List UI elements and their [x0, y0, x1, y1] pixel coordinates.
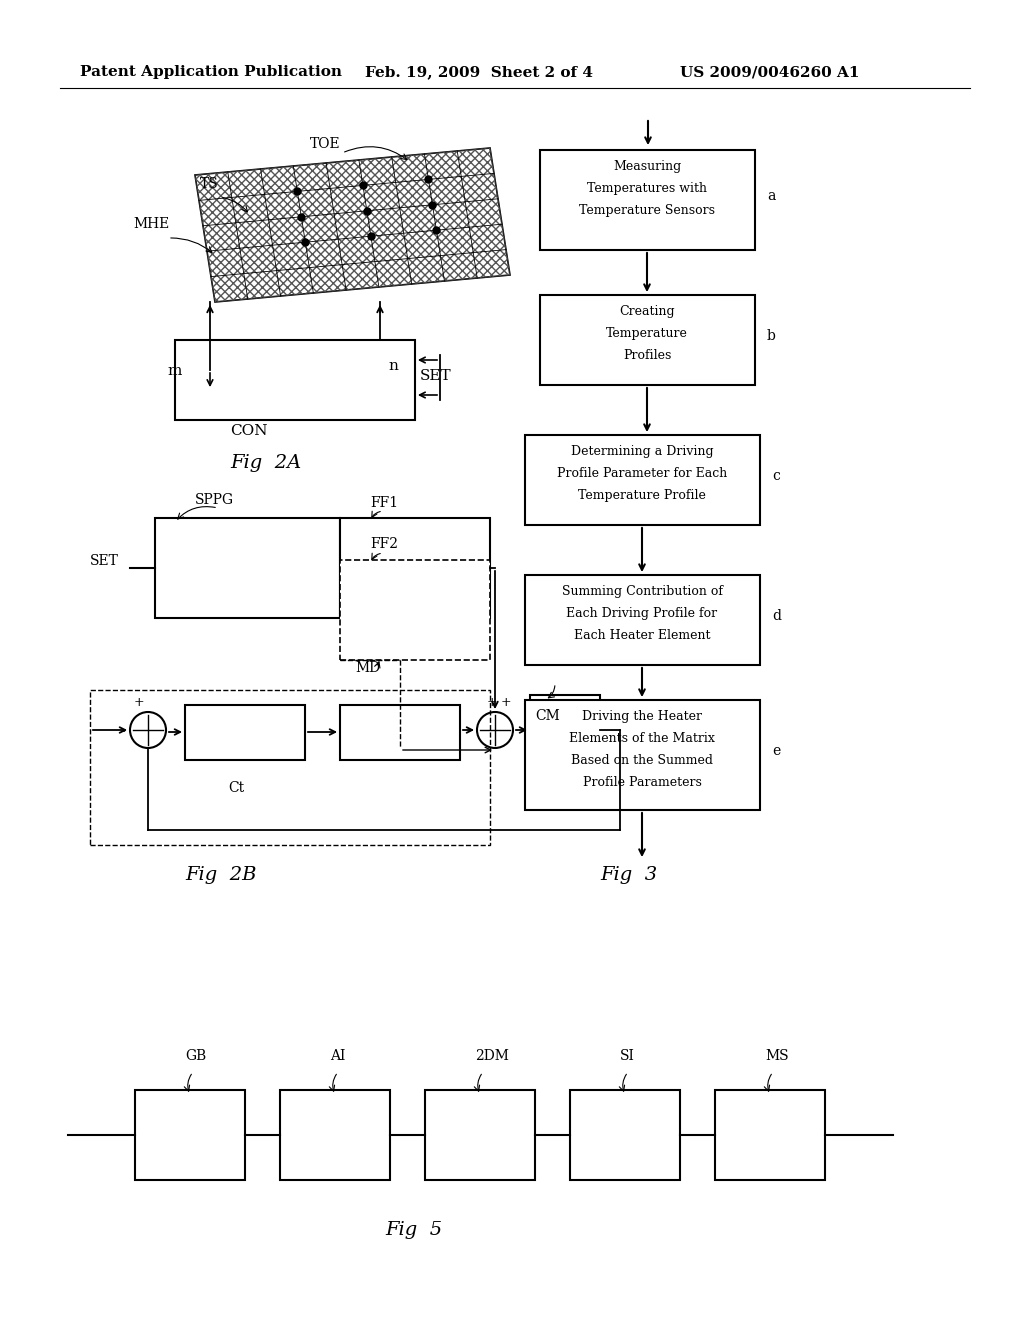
Text: n: n	[388, 359, 398, 374]
Text: a: a	[767, 189, 775, 203]
Text: +: +	[501, 696, 512, 709]
Text: Profiles: Profiles	[623, 348, 671, 362]
Bar	[540, 294, 755, 385]
Bar	[185, 705, 305, 760]
Bar	[530, 696, 600, 768]
Text: Elements of the Matrix: Elements of the Matrix	[569, 733, 715, 744]
Polygon shape	[195, 148, 510, 302]
Text: SET: SET	[420, 370, 452, 383]
Text: SI: SI	[620, 1049, 635, 1063]
Text: Fig  2A: Fig 2A	[230, 454, 301, 473]
Text: -: -	[120, 725, 125, 739]
Text: FF1: FF1	[370, 496, 398, 510]
Text: +: +	[134, 696, 144, 709]
Text: CON: CON	[230, 424, 267, 438]
Bar	[90, 690, 490, 845]
Text: +: +	[487, 696, 498, 709]
Text: MD: MD	[355, 661, 380, 675]
Text: Temperature Sensors: Temperature Sensors	[579, 205, 715, 216]
Text: c: c	[772, 469, 780, 483]
Bar	[540, 150, 755, 249]
Text: CM: CM	[535, 709, 560, 723]
Text: Feb. 19, 2009  Sheet 2 of 4: Feb. 19, 2009 Sheet 2 of 4	[365, 65, 593, 79]
Text: Profile Parameters: Profile Parameters	[583, 776, 701, 789]
Text: Each Driving Profile for: Each Driving Profile for	[566, 607, 718, 620]
Text: Measuring: Measuring	[613, 160, 681, 173]
Bar	[340, 560, 490, 660]
Bar	[425, 1090, 535, 1180]
Text: FF2: FF2	[370, 537, 398, 550]
Text: Temperature Profile: Temperature Profile	[579, 488, 706, 502]
Text: Determining a Driving: Determining a Driving	[570, 445, 714, 458]
Text: Temperatures with: Temperatures with	[587, 182, 707, 195]
Text: 2DM: 2DM	[475, 1049, 509, 1063]
Text: TOE: TOE	[310, 137, 341, 150]
Text: Fig  5: Fig 5	[385, 1221, 442, 1239]
Text: MHE: MHE	[133, 216, 169, 231]
Text: b: b	[767, 329, 776, 343]
Text: d: d	[772, 609, 781, 623]
Text: SET: SET	[90, 554, 119, 568]
Bar	[525, 576, 760, 665]
Text: Based on the Summed: Based on the Summed	[571, 754, 713, 767]
Text: Each Heater Element: Each Heater Element	[573, 630, 711, 642]
Text: GB: GB	[185, 1049, 206, 1063]
Bar	[715, 1090, 825, 1180]
Text: TS: TS	[200, 177, 219, 191]
Text: Temperature: Temperature	[606, 327, 688, 341]
Bar	[340, 705, 460, 760]
Text: Fig  3: Fig 3	[600, 866, 657, 884]
Bar	[280, 1090, 390, 1180]
Bar	[155, 517, 340, 618]
Text: m: m	[167, 364, 181, 378]
Bar	[525, 436, 760, 525]
Text: MS: MS	[765, 1049, 788, 1063]
Text: SPPG: SPPG	[195, 492, 234, 507]
Bar	[340, 517, 490, 618]
Bar	[525, 700, 760, 810]
Text: Ct: Ct	[228, 781, 244, 795]
Text: Fig  2B: Fig 2B	[185, 866, 256, 884]
Bar	[175, 341, 415, 420]
Text: Summing Contribution of: Summing Contribution of	[561, 585, 723, 598]
Text: Patent Application Publication: Patent Application Publication	[80, 65, 342, 79]
Text: Driving the Heater: Driving the Heater	[582, 710, 702, 723]
Bar	[570, 1090, 680, 1180]
Text: Creating: Creating	[620, 305, 675, 318]
Text: Profile Parameter for Each: Profile Parameter for Each	[557, 467, 727, 480]
Bar	[135, 1090, 245, 1180]
Text: e: e	[772, 744, 780, 758]
Text: US 2009/0046260 A1: US 2009/0046260 A1	[680, 65, 859, 79]
Text: AI: AI	[330, 1049, 345, 1063]
